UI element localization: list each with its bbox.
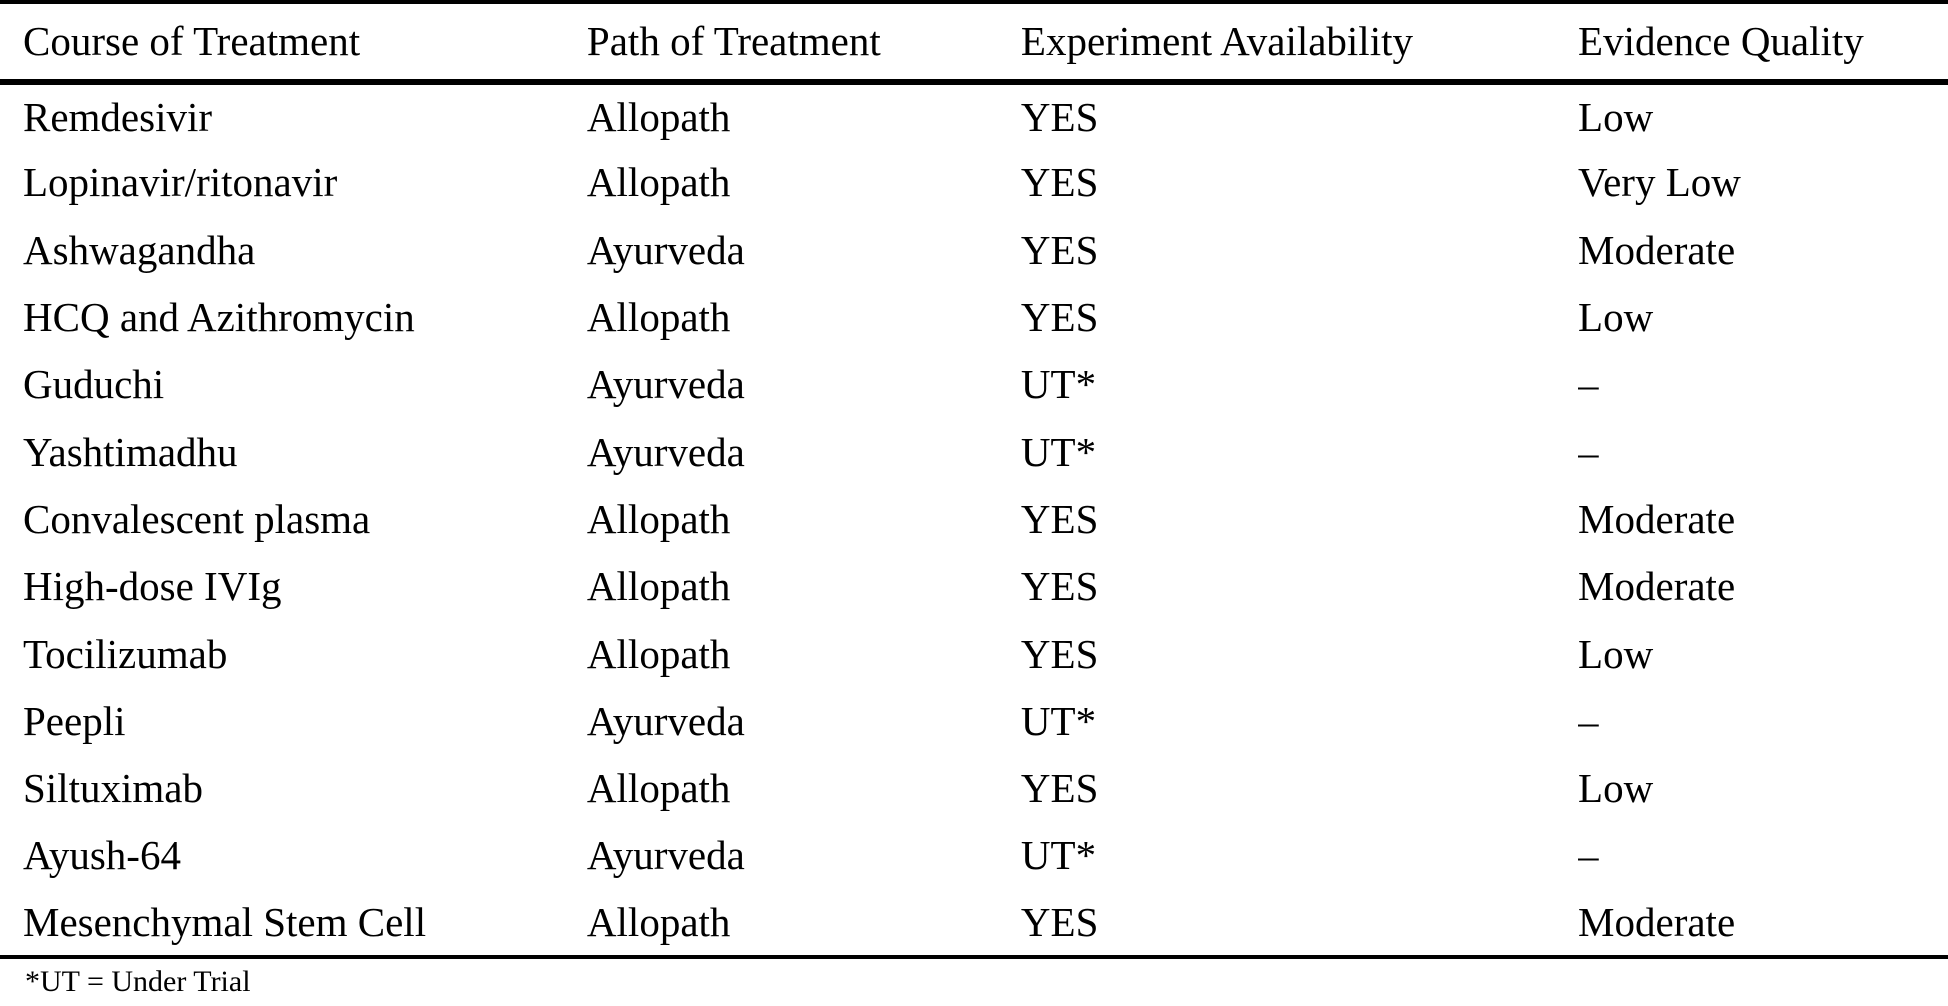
cell: Ayurveda <box>586 361 745 408</box>
cell: Moderate <box>1578 226 1736 273</box>
cell: – <box>1578 428 1599 475</box>
treatment-table: Course of Treatment Path of Treatment Expe… <box>0 0 1948 959</box>
cell: UT* <box>1020 428 1097 475</box>
cell: Yashtimadhu <box>23 428 238 475</box>
column-header-3: Experiment Availability <box>1020 18 1413 64</box>
cell: UT* <box>1020 361 1097 408</box>
cell: YES <box>1020 898 1099 945</box>
cell: Very Low <box>1578 159 1741 206</box>
cell: Allopath <box>586 159 731 206</box>
cell: Low <box>1578 294 1654 341</box>
table-row: Guduchi Ayurveda UT* – <box>0 351 1948 418</box>
cell: Low <box>1578 765 1654 812</box>
cell: Allopath <box>586 495 731 542</box>
cell: Guduchi <box>23 361 165 408</box>
cell: YES <box>1020 294 1099 341</box>
cell: UT* <box>1020 697 1097 744</box>
cell: YES <box>1020 226 1099 273</box>
cell: Moderate <box>1578 495 1736 542</box>
table-footnote: *UT = Under Trial <box>25 964 251 998</box>
cell: Moderate <box>1578 898 1736 945</box>
cell: Ayurveda <box>586 428 745 475</box>
table-row: Ashwagandha Ayurveda YES Moderate <box>0 217 1948 284</box>
cell: – <box>1578 697 1599 744</box>
cell: – <box>1578 361 1599 408</box>
cell: High-dose IVIg <box>23 563 282 610</box>
table-row: Yashtimadhu Ayurveda UT* – <box>0 418 1948 485</box>
cell: YES <box>1020 495 1099 542</box>
cell: Allopath <box>586 630 731 677</box>
cell: YES <box>1020 159 1099 206</box>
cell: Remdesivir <box>23 93 213 140</box>
cell: Allopath <box>586 765 731 812</box>
cell: Allopath <box>586 563 731 610</box>
cell: Moderate <box>1578 563 1736 610</box>
cell: HCQ and Azithromycin <box>23 294 415 341</box>
cell: YES <box>1020 93 1099 140</box>
column-header-2: Path of Treatment <box>586 18 881 64</box>
table-row: High-dose IVIg Allopath YES Moderate <box>0 553 1948 620</box>
table-row: Peepli Ayurveda UT* – <box>0 688 1948 755</box>
cell: UT* <box>1020 832 1097 879</box>
table-row: Remdesivir Allopath YES Low <box>0 82 1948 149</box>
table-row: Ayush-64 Ayurveda UT* – <box>0 822 1948 889</box>
cell: Convalescent plasma <box>23 495 371 542</box>
cell: Allopath <box>586 294 731 341</box>
cell: Siltuximab <box>23 765 203 812</box>
cell: Low <box>1578 93 1654 140</box>
table-row: Mesenchymal Stem Cell Allopath YES Moderate <box>0 890 1948 957</box>
cell: – <box>1578 832 1599 879</box>
table-row: Convalescent plasma Allopath YES Moderate <box>0 486 1948 553</box>
cell: Allopath <box>586 93 731 140</box>
table-row: Siltuximab Allopath YES Low <box>0 755 1948 822</box>
table-row: HCQ and Azithromycin Allopath YES Low <box>0 284 1948 351</box>
cell: Mesenchymal Stem Cell <box>23 898 427 945</box>
cell: Ayurveda <box>586 697 745 744</box>
cell: Lopinavir/ritonavir <box>23 159 338 206</box>
column-header-4: Evidence Quality <box>1578 18 1864 64</box>
cell: Ayurveda <box>586 226 745 273</box>
cell: YES <box>1020 630 1099 677</box>
cell: Low <box>1578 630 1654 677</box>
cell: Allopath <box>586 898 731 945</box>
table-row: Lopinavir/ritonavir Allopath YES Very Low <box>0 149 1948 216</box>
column-header-1: Course of Treatment <box>23 18 361 64</box>
cell: Peepli <box>23 697 126 744</box>
table-row: Tocilizumab Allopath YES Low <box>0 620 1948 687</box>
cell: Tocilizumab <box>23 630 228 677</box>
cell: Ayurveda <box>586 832 745 879</box>
table-header-row: Course of Treatment Path of Treatment Expe… <box>0 2 1948 82</box>
cell: Ashwagandha <box>23 226 256 273</box>
cell: YES <box>1020 563 1099 610</box>
cell: Ayush-64 <box>23 832 181 879</box>
cell: YES <box>1020 765 1099 812</box>
table-body: Remdesivir Allopath YES Low Lopinavir/ritona… <box>0 82 1948 957</box>
table-header: Course of Treatment Path of Treatment Expe… <box>0 2 1948 82</box>
